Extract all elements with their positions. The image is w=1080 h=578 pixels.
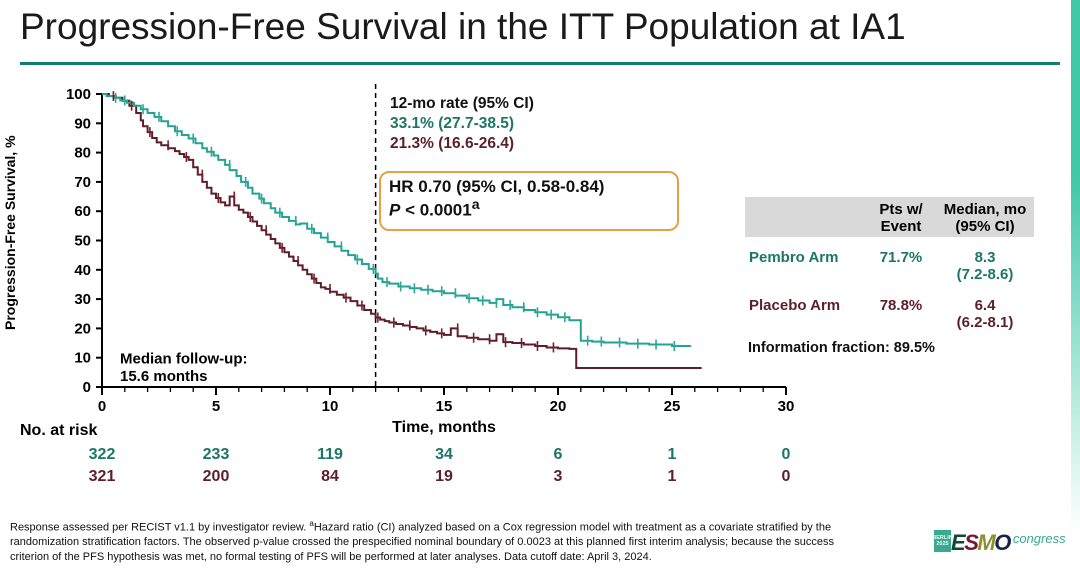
svg-text:70: 70 bbox=[74, 174, 91, 191]
svg-text:30: 30 bbox=[74, 291, 91, 308]
svg-text:50: 50 bbox=[74, 233, 91, 250]
svg-text:20: 20 bbox=[74, 320, 91, 337]
svg-text:15: 15 bbox=[436, 398, 453, 415]
svg-text:30: 30 bbox=[778, 398, 795, 415]
svg-text:25: 25 bbox=[664, 398, 681, 415]
svg-text:80: 80 bbox=[74, 145, 91, 162]
svg-text:90: 90 bbox=[74, 115, 91, 132]
svg-text:5: 5 bbox=[212, 398, 220, 415]
svg-text:10: 10 bbox=[74, 350, 91, 367]
svg-text:0: 0 bbox=[83, 379, 91, 396]
svg-text:60: 60 bbox=[74, 203, 91, 220]
svg-text:40: 40 bbox=[74, 262, 91, 279]
svg-text:15.6 months: 15.6 months bbox=[120, 368, 208, 385]
svg-text:Median follow-up:: Median follow-up: bbox=[120, 351, 247, 368]
svg-text:100: 100 bbox=[66, 86, 91, 103]
svg-text:20: 20 bbox=[550, 398, 567, 415]
svg-text:10: 10 bbox=[322, 398, 339, 415]
svg-text:0: 0 bbox=[98, 398, 106, 415]
